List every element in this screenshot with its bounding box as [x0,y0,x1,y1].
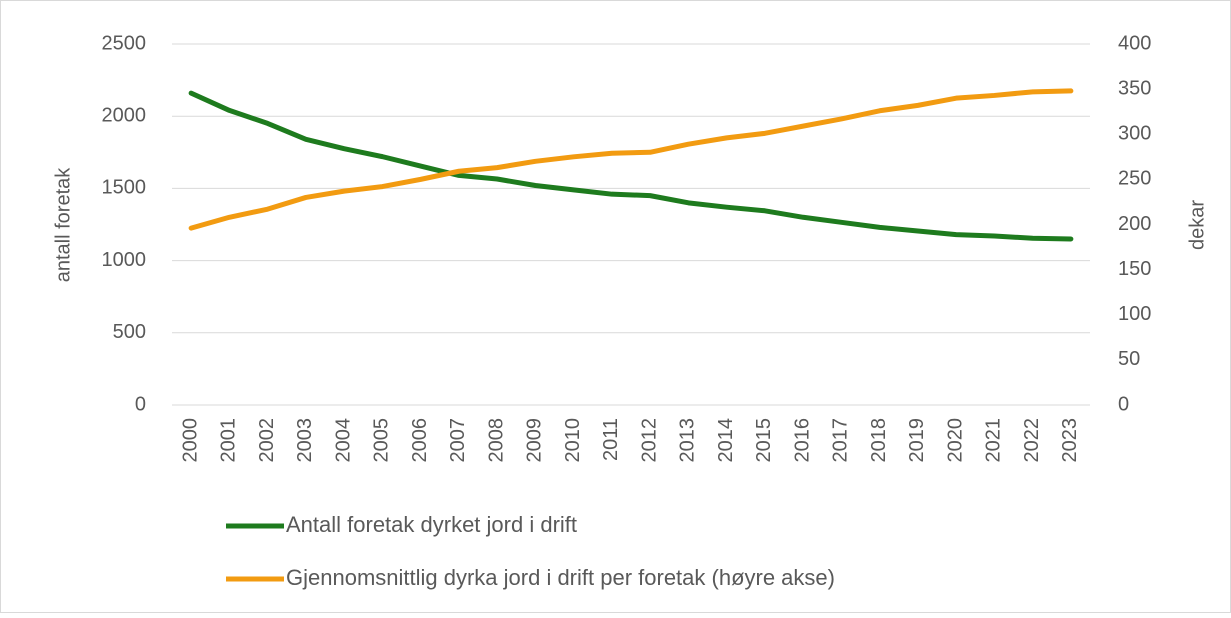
x-tick-label: 2010 [562,418,584,463]
x-tick-label: 2021 [983,418,1005,463]
y-tick-label: 2500 [102,32,147,54]
x-tick-label: 2005 [371,418,393,463]
x-tick-label: 2007 [447,418,469,463]
legend-label: Antall foretak dyrket jord i drift [286,512,577,537]
y-tick-label: 500 [113,321,146,343]
x-tick-label: 2020 [944,418,966,463]
y2-tick-label: 300 [1118,123,1151,145]
x-tick-label: 2008 [485,418,507,463]
x-tick-label: 2018 [868,418,890,463]
line-series [188,90,1074,242]
y-axis-label: antall foretak [52,167,74,283]
y2-tick-label: 250 [1118,168,1151,190]
y-tick-label: 1000 [102,249,147,271]
y2-tick-label: 350 [1118,77,1151,99]
x-tick-label: 2016 [791,418,813,463]
x-tick-label: 2013 [677,418,699,463]
y2-tick-label: 100 [1118,303,1151,325]
x-tick-label: 2015 [753,418,775,463]
x-tick-label: 2019 [906,418,928,463]
x-tick-label: 2023 [1059,418,1081,463]
x-tick-label: 2022 [1021,418,1043,463]
legend-label: Gjennomsnittlig dyrka jord i drift per f… [286,565,835,590]
y-tick-label: 2000 [102,104,147,126]
y2-tick-label: 400 [1118,32,1151,54]
y2-axis-label: dekar [1186,200,1208,250]
y2-tick-label: 50 [1118,348,1140,370]
y-tick-label: 0 [135,393,146,415]
x-tick-label: 2002 [256,418,278,463]
y2-tick-label: 150 [1118,258,1151,280]
x-tick-label: 2000 [179,418,201,463]
x-tick-label: 2017 [830,418,852,463]
x-tick-label: 2006 [409,418,431,463]
x-tick-label: 2004 [332,418,354,463]
y2-tick-label: 0 [1118,393,1129,415]
x-tick-label: 2011 [600,418,622,461]
x-tick-label: 2012 [638,418,660,463]
y2-tick-label: 200 [1118,213,1151,235]
y-tick-label: 1500 [102,177,147,199]
x-tick-label: 2014 [715,418,737,463]
x-tick-label: 2009 [524,418,546,463]
line-series [188,88,1074,231]
x-tick-label: 2001 [218,418,240,463]
x-tick-label: 2003 [294,418,316,463]
